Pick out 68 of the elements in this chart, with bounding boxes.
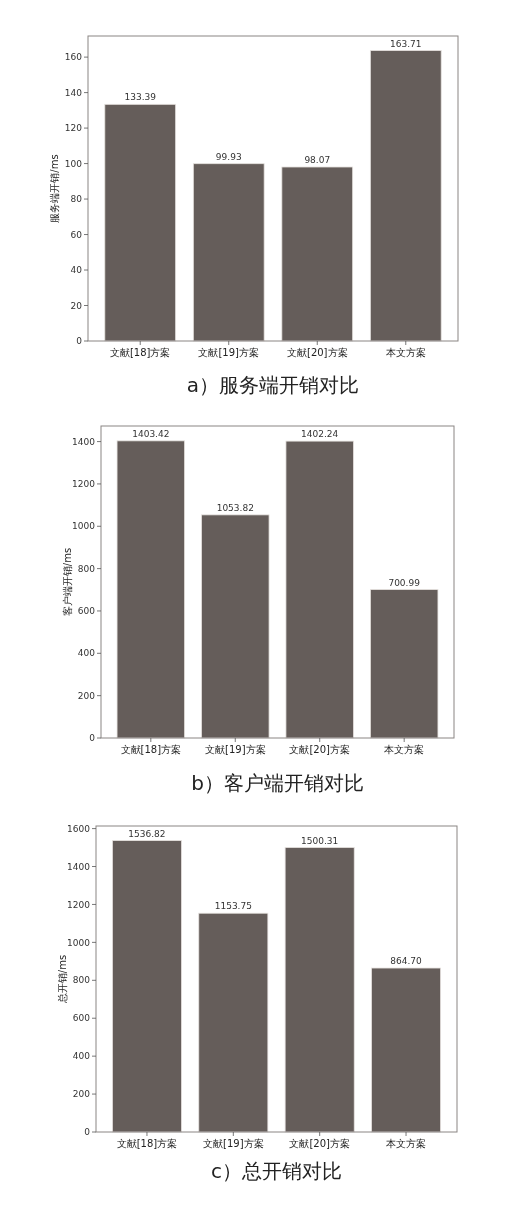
y-tick-label: 800: [77, 563, 96, 574]
bar: [104, 103, 177, 342]
bar: [371, 967, 441, 1133]
bar: [192, 163, 265, 342]
y-tick-label: 140: [64, 87, 83, 98]
x-tick-label: 文献[20]方案: [286, 347, 348, 358]
data-label: 98.07: [304, 155, 331, 165]
data-label: 1153.75: [214, 901, 252, 912]
bar: [369, 50, 442, 342]
bar: [370, 589, 439, 739]
y-tick-label: 20: [70, 300, 83, 311]
y-tick-label: 1400: [67, 861, 91, 872]
bar: [201, 514, 270, 739]
x-tick-label: 文献[19]方案: [203, 1138, 264, 1149]
y-tick-label: 600: [77, 606, 96, 617]
y-tick-label: 160: [64, 52, 83, 63]
x-tick-label: 文献[18]方案: [120, 744, 182, 755]
y-tick-label: 200: [72, 1089, 91, 1100]
y-axis-title: 服务端开销/ms: [49, 154, 60, 223]
data-label: 1500.31: [301, 835, 339, 846]
text: c）总开销对比: [211, 1159, 342, 1183]
y-tick-label: 1200: [67, 899, 91, 910]
y-tick-label: 1200: [72, 479, 96, 490]
y-tick-label: 0: [84, 1127, 91, 1138]
data-label: 133.39: [124, 92, 157, 103]
y-tick-label: 0: [89, 733, 96, 744]
y-tick-label: 40: [70, 265, 83, 276]
x-tick-label: 本文方案: [384, 744, 425, 755]
x-tick-label: 文献[20]方案: [289, 744, 350, 755]
data-label: 700.99: [388, 577, 421, 588]
y-tick-label: 0: [76, 336, 83, 347]
data-label: 1053.82: [216, 502, 254, 513]
bar: [281, 166, 354, 342]
x-tick-label: 文献[18]方案: [109, 347, 171, 358]
y-tick-label: 80: [70, 194, 83, 205]
x-tick-label: 本文方案: [385, 347, 426, 358]
y-tick-label: 1600: [67, 823, 91, 834]
x-tick-label: 文献[19]方案: [198, 347, 260, 358]
x-tick-label: 文献[18]方案: [116, 1138, 178, 1149]
y-tick-label: 400: [77, 648, 96, 659]
data-label: 1536.82: [128, 828, 166, 839]
y-tick-label: 1400: [72, 436, 96, 447]
y-tick-label: 120: [64, 123, 83, 134]
data-label: 163.71: [390, 38, 422, 49]
y-tick-label: 200: [77, 690, 96, 701]
y-tick-label: 100: [64, 158, 83, 169]
text: a）服务端开销对比: [186, 373, 360, 397]
y-tick-label: 400: [72, 1051, 91, 1062]
text: b）客户端开销对比: [191, 771, 364, 795]
bar: [116, 440, 185, 739]
y-tick-label: 600: [72, 1013, 91, 1024]
data-label: 1402.24: [301, 429, 339, 440]
bar: [285, 440, 354, 739]
y-axis-title: 客户端开销/ms: [62, 547, 73, 617]
x-tick-label: 本文方案: [386, 1138, 427, 1149]
y-axis-title: 总开销/ms: [57, 954, 68, 1005]
y-tick-label: 800: [72, 975, 91, 986]
data-label: 864.70: [390, 956, 423, 967]
y-tick-label: 60: [70, 229, 83, 240]
y-tick-label: 1000: [67, 937, 91, 948]
data-label: 1403.42: [132, 428, 170, 439]
y-tick-label: 1000: [72, 521, 96, 532]
bar: [284, 847, 355, 1133]
bar: [198, 912, 269, 1133]
x-tick-label: 文献[20]方案: [289, 1138, 350, 1149]
data-label: 99.93: [215, 151, 242, 162]
x-tick-label: 文献[19]方案: [205, 744, 266, 755]
bar: [112, 840, 182, 1133]
